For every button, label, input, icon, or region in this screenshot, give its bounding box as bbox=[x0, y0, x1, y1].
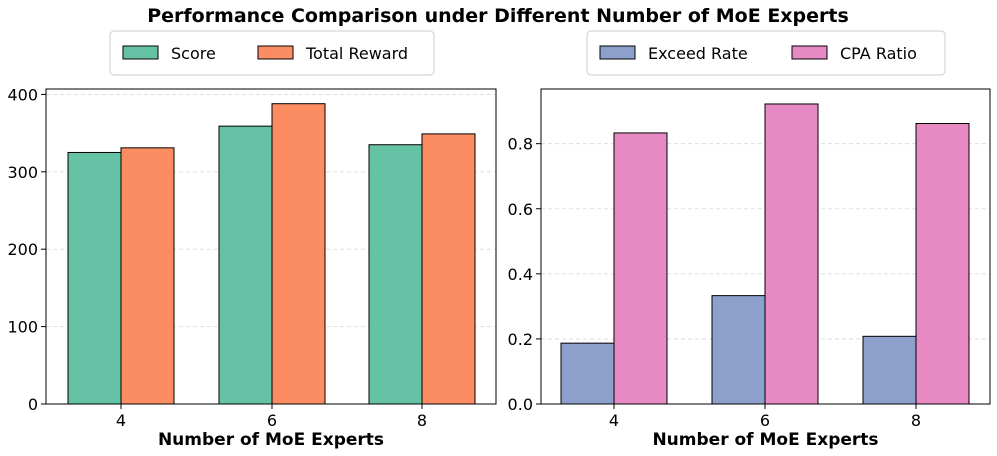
y-tick-label: 0.4 bbox=[508, 265, 533, 284]
y-tick-label: 100 bbox=[7, 318, 38, 337]
legend-swatch-total-reward bbox=[257, 45, 294, 60]
bar-cpa-ratio-4 bbox=[613, 132, 668, 405]
legend-swatch-exceed-rate bbox=[599, 45, 636, 60]
legend: Exceed Rate CPA Ratio bbox=[586, 30, 946, 76]
bar-exceed-rate-6 bbox=[711, 295, 766, 405]
figure-title: Performance Comparison under Different N… bbox=[147, 5, 849, 27]
y-tick-label: 200 bbox=[7, 240, 38, 259]
bar-score-4 bbox=[67, 151, 122, 405]
x-tick-label: 4 bbox=[609, 411, 619, 430]
legend: Score Total Reward bbox=[109, 30, 435, 76]
bar-score-8 bbox=[368, 144, 423, 405]
y-tick-label: 0.0 bbox=[508, 395, 533, 414]
legend-label-score: Score bbox=[171, 44, 216, 63]
y-tick-label: 0 bbox=[28, 395, 38, 414]
legend-label-total-reward: Total Reward bbox=[305, 44, 408, 63]
x-tick-label: 6 bbox=[267, 411, 277, 430]
x-axis-label: Number of MoE Experts bbox=[158, 430, 384, 450]
bar-score-6 bbox=[218, 125, 273, 405]
x-tick-label: 8 bbox=[911, 411, 921, 430]
y-tick-label: 0.2 bbox=[508, 330, 533, 349]
y-tick-label: 400 bbox=[7, 85, 38, 104]
y-tick-label: 0.8 bbox=[508, 135, 533, 154]
legend-swatch-score bbox=[122, 45, 159, 60]
bar-exceed-rate-4 bbox=[560, 342, 615, 405]
y-tick-label: 300 bbox=[7, 163, 38, 182]
x-tick-label: 6 bbox=[760, 411, 770, 430]
x-tick-label: 4 bbox=[116, 411, 126, 430]
legend-swatch-cpa-ratio bbox=[791, 45, 828, 60]
bar-exceed-rate-8 bbox=[862, 335, 917, 405]
bar-total-reward-8 bbox=[421, 133, 476, 405]
chart-panel-right: 0.0 0.2 0.4 0.6 0.8 4 6 8 Number of MoE Experts E… bbox=[508, 30, 991, 450]
axes-frame bbox=[45, 88, 497, 405]
bar-cpa-ratio-6 bbox=[764, 103, 819, 405]
x-axis-label: Number of MoE Experts bbox=[652, 430, 878, 450]
x-tick-label: 8 bbox=[417, 411, 427, 430]
bar-cpa-ratio-8 bbox=[915, 122, 970, 405]
legend-label-cpa-ratio: CPA Ratio bbox=[840, 44, 917, 63]
chart-panel-left: 0 100 200 300 400 4 6 8 Number of MoE Experts Sco… bbox=[7, 30, 497, 450]
legend-frame bbox=[586, 30, 946, 76]
legend-label-exceed-rate: Exceed Rate bbox=[648, 44, 748, 63]
y-tick-label: 0.6 bbox=[508, 200, 533, 219]
bar-total-reward-6 bbox=[271, 103, 326, 405]
bar-total-reward-4 bbox=[120, 147, 175, 405]
